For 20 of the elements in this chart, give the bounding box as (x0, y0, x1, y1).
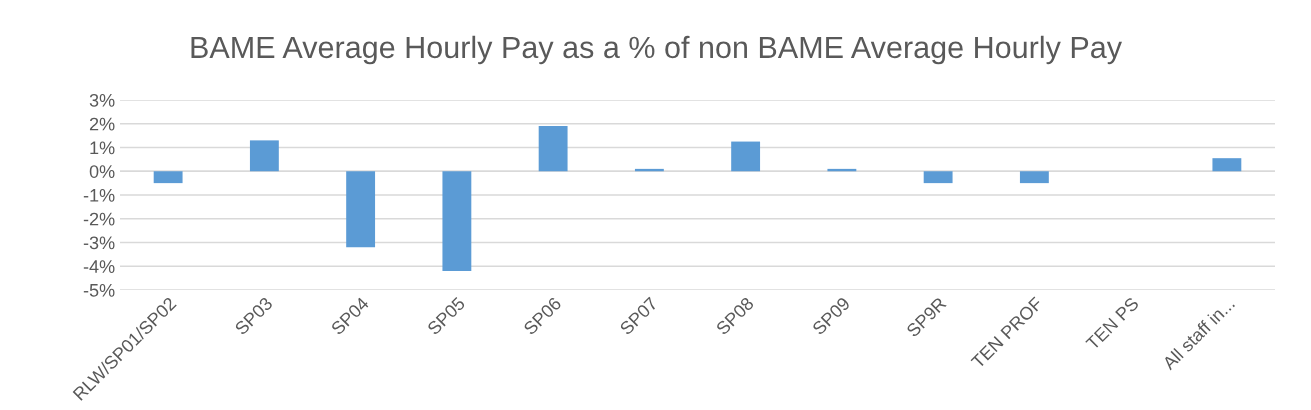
chart-title: BAME Average Hourly Pay as a % of non BAME Average Hourly Pay (191, 35, 1122, 65)
y-tick-label: 3% (89, 93, 115, 107)
bar (346, 171, 376, 248)
y-tick-label: 1% (90, 141, 115, 155)
y-tick-label: -1% (83, 189, 115, 202)
bar (923, 171, 953, 184)
bar (442, 171, 472, 271)
y-tick-label: -2% (83, 212, 115, 226)
y-tick-label: -5% (83, 284, 115, 297)
y-tick-label: -3% (83, 236, 115, 250)
bar (1019, 171, 1049, 184)
y-tick-label: 0% (89, 165, 115, 178)
y-tick-label: 2% (89, 117, 115, 131)
bar (1212, 158, 1242, 172)
y-tick-label: -4% (83, 260, 115, 273)
bar (249, 140, 279, 172)
x-tick-label: TEN PS (1085, 296, 1140, 351)
bar (538, 126, 568, 172)
bar (153, 171, 183, 184)
bar (731, 141, 761, 172)
